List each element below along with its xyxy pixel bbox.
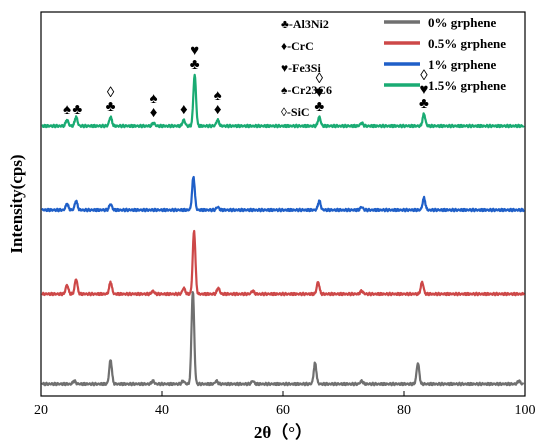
x-tick-label: 80 — [397, 403, 411, 418]
peak-marker: ◊ — [420, 68, 428, 84]
peak-marker: ♣ — [419, 96, 429, 112]
phase-legend-entry: ♠-Cr23C6 — [281, 83, 332, 97]
peak-marker: ♥ — [420, 82, 429, 98]
phase-legend: ♣-Al3Ni2 ♦-CrC ♥-Fe3Si ♠-Cr23C6 ◊-SiC — [281, 17, 332, 119]
x-axis-title: 2θ（°） — [254, 422, 312, 442]
peak-marker: ◊ — [107, 85, 115, 101]
peak-marker: ♠ — [63, 102, 71, 118]
legend-label: 1% grphene — [428, 57, 496, 72]
x-tick-label: 20 — [34, 403, 48, 418]
peak-marker: ♣ — [72, 102, 82, 118]
phase-legend-entry: ♥-Fe3Si — [281, 61, 321, 75]
annotation-layer: ♠ ♣◊♣ ♠♦ ♦♥♣♠♦◊♥♣◊♥♣ — [63, 43, 429, 121]
peak-marker: ♦ — [180, 102, 188, 118]
phase-legend-entry: ♦-CrC — [281, 39, 314, 53]
series-layer — [41, 73, 525, 387]
peak-marker: ♥ — [315, 85, 324, 101]
phase-legend-entry: ◊-SiC — [281, 105, 310, 119]
x-tick-label: 40 — [155, 403, 169, 418]
y-axis-title: Intensity(cps) — [7, 154, 26, 253]
peak-marker: ◊ — [316, 71, 324, 87]
peak-marker: ♠ — [214, 88, 222, 104]
series-line — [41, 73, 525, 129]
x-tick-label: 100 — [515, 403, 536, 418]
peak-marker: ♠ — [150, 91, 158, 107]
peak-marker: ♣ — [314, 99, 324, 115]
x-tick-label: 60 — [276, 403, 290, 418]
series-line — [41, 175, 525, 213]
phase-legend-entry: ♣-Al3Ni2 — [281, 17, 329, 31]
peak-marker: ♣ — [106, 99, 116, 115]
x-axis: 20 40 60 80 100 — [34, 391, 536, 418]
series-legend: 0% grphene 0.5% grphene 1% grphene 1.5% grp… — [384, 15, 506, 93]
series-line — [41, 291, 525, 387]
peak-marker: ♣ — [190, 57, 200, 73]
legend-label: 0.5% grphene — [428, 36, 506, 51]
peak-marker: ♦ — [150, 105, 158, 121]
peak-marker: ♦ — [214, 102, 222, 118]
series-line — [41, 229, 525, 297]
peak-marker: ♥ — [190, 43, 199, 59]
legend-label: 1.5% grphene — [428, 78, 506, 93]
legend-label: 0% grphene — [428, 15, 496, 30]
